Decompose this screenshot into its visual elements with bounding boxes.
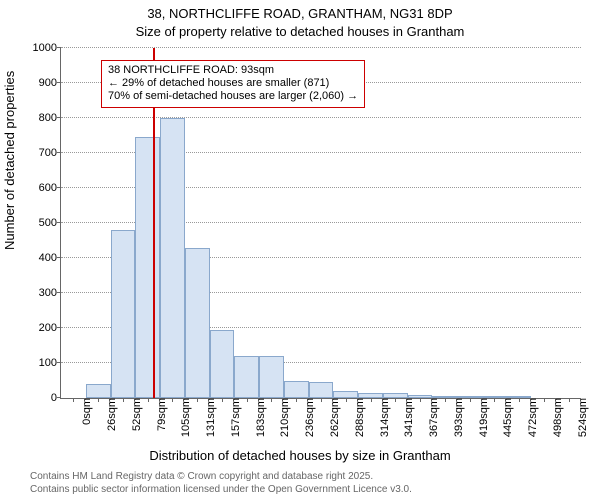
x-tick-mark [222, 398, 223, 402]
histogram-bar [383, 393, 408, 398]
x-tick-label: 314sqm [375, 398, 391, 437]
histogram-bar [259, 356, 284, 398]
histogram-bar [333, 391, 358, 398]
x-tick-label: 26sqm [102, 398, 118, 431]
chart-title-line1: 38, NORTHCLIFFE ROAD, GRANTHAM, NG31 8DP [0, 6, 600, 21]
histogram-bar [408, 395, 433, 399]
y-axis-label: Number of detached properties [2, 71, 17, 250]
histogram-bar [185, 248, 210, 399]
y-tick-label: 500 [39, 217, 61, 229]
x-tick-label: 105sqm [176, 398, 192, 437]
annotation-line2: ← 29% of detached houses are smaller (87… [108, 77, 358, 90]
annotation-line1: 38 NORTHCLIFFE ROAD: 93sqm [108, 64, 358, 77]
annotation-line3: 70% of semi-detached houses are larger (… [108, 90, 358, 103]
x-tick-label: 472sqm [523, 398, 539, 437]
x-tick-label: 183sqm [251, 398, 267, 437]
chart-title-line2: Size of property relative to detached ho… [0, 24, 600, 39]
x-tick-label: 79sqm [152, 398, 168, 431]
x-tick-label: 52sqm [127, 398, 143, 431]
x-tick-mark [544, 398, 545, 402]
x-tick-label: 419sqm [474, 398, 490, 437]
x-tick-mark [197, 398, 198, 402]
y-tick-label: 400 [39, 252, 61, 264]
histogram-bar [234, 356, 259, 398]
footer-line2: Contains public sector information licen… [30, 483, 570, 496]
histogram-bar [309, 382, 334, 398]
x-tick-label: 393sqm [449, 398, 465, 437]
x-tick-mark [519, 398, 520, 402]
y-tick-label: 1000 [33, 42, 61, 54]
x-tick-mark [247, 398, 248, 402]
x-tick-mark [395, 398, 396, 402]
histogram-bar [432, 396, 457, 398]
plot-area: 010020030040050060070080090010000sqm26sq… [60, 48, 581, 399]
x-tick-label: 445sqm [498, 398, 514, 437]
x-tick-label: 367sqm [424, 398, 440, 437]
x-tick-label: 210sqm [275, 398, 291, 437]
footer-note: Contains HM Land Registry data © Crown c… [0, 470, 600, 496]
x-tick-mark [321, 398, 322, 402]
x-tick-mark [98, 398, 99, 402]
histogram-bar [160, 118, 185, 398]
x-tick-mark [172, 398, 173, 402]
x-axis-label: Distribution of detached houses by size … [0, 448, 600, 463]
chart-container: 38, NORTHCLIFFE ROAD, GRANTHAM, NG31 8DP… [0, 0, 600, 500]
histogram-bar [111, 230, 136, 398]
x-tick-mark [123, 398, 124, 402]
x-tick-mark [271, 398, 272, 402]
x-tick-mark [73, 398, 74, 402]
footer-line1: Contains HM Land Registry data © Crown c… [30, 470, 570, 483]
histogram-bar [507, 396, 532, 398]
x-tick-label: 131sqm [201, 398, 217, 437]
gridline [61, 47, 581, 48]
x-tick-mark [470, 398, 471, 402]
x-tick-label: 236sqm [300, 398, 316, 437]
x-tick-mark [371, 398, 372, 402]
x-tick-mark [445, 398, 446, 402]
x-tick-label: 341sqm [399, 398, 415, 437]
histogram-bar [358, 393, 383, 398]
y-tick-label: 300 [39, 287, 61, 299]
x-tick-mark [296, 398, 297, 402]
x-tick-label: 262sqm [325, 398, 341, 437]
x-tick-label: 157sqm [226, 398, 242, 437]
x-tick-label: 498sqm [548, 398, 564, 437]
x-tick-label: 524sqm [573, 398, 589, 437]
x-tick-mark [569, 398, 570, 402]
x-tick-mark [346, 398, 347, 402]
y-tick-label: 0 [51, 392, 61, 404]
x-tick-mark [148, 398, 149, 402]
histogram-bar [135, 137, 160, 398]
histogram-bar [457, 396, 482, 398]
annotation-box: 38 NORTHCLIFFE ROAD: 93sqm← 29% of detac… [101, 60, 365, 108]
histogram-bar [86, 384, 111, 398]
y-tick-label: 900 [39, 77, 61, 89]
x-tick-mark [494, 398, 495, 402]
histogram-bar [284, 381, 309, 399]
y-tick-label: 200 [39, 322, 61, 334]
gridline [61, 117, 581, 118]
y-tick-label: 600 [39, 182, 61, 194]
y-tick-label: 700 [39, 147, 61, 159]
x-tick-label: 288sqm [350, 398, 366, 437]
y-tick-label: 800 [39, 112, 61, 124]
x-tick-mark [420, 398, 421, 402]
x-tick-label: 0sqm [77, 398, 93, 425]
histogram-bar [210, 330, 235, 398]
histogram-bar [482, 396, 507, 398]
y-tick-label: 100 [39, 357, 61, 369]
